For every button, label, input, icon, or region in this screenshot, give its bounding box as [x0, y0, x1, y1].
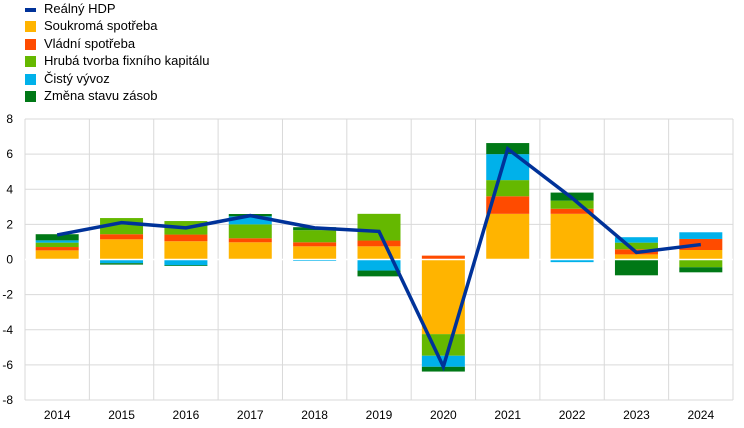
bar-segment-2019-1 — [357, 240, 401, 247]
y-tick-label: 0 — [6, 253, 13, 267]
x-tick-label: 2022 — [559, 408, 586, 422]
y-tick-label: -6 — [2, 358, 13, 372]
x-tick-label: 2021 — [494, 408, 521, 422]
x-tick-label: 2019 — [366, 408, 393, 422]
legend-label-gfcf: Hrubá tvorba fixního kapitálu — [44, 53, 210, 68]
bar-segment-2024-4 — [679, 267, 723, 273]
legend-swatch-net-exports — [25, 74, 36, 85]
x-tick-label: 2015 — [108, 408, 135, 422]
bar-segment-2023-0 — [614, 254, 658, 260]
bar-segment-2019-0 — [357, 246, 401, 260]
bar-segment-2015-4 — [100, 263, 144, 265]
y-tick-label: 2 — [6, 217, 13, 231]
y-tick-label: -2 — [2, 288, 13, 302]
bar-segment-2024-2 — [679, 259, 723, 268]
bar-segment-2020-2 — [421, 334, 465, 356]
bar-segment-2016-1 — [164, 234, 208, 242]
legend-label-private-consumption: Soukromá spotřeba — [44, 18, 158, 33]
bar-segment-2017-2 — [228, 224, 272, 239]
y-tick-label: -8 — [2, 393, 13, 407]
x-tick-label: 2020 — [430, 408, 457, 422]
x-tick-label: 2017 — [237, 408, 264, 422]
x-tick-label: 2016 — [173, 408, 200, 422]
bar-segment-2016-4 — [164, 265, 208, 266]
bar-segment-2023-3 — [614, 237, 658, 243]
x-tick-label: 2018 — [301, 408, 328, 422]
x-tick-label: 2014 — [44, 408, 71, 422]
legend-label-inventories: Změna stavu zásob — [44, 88, 158, 103]
bar-segment-2022-0 — [550, 213, 594, 260]
bar-segment-2015-1 — [100, 234, 144, 240]
bar-segment-2019-2 — [357, 213, 401, 241]
y-tick-label: 4 — [6, 182, 13, 196]
bar-segment-2024-0 — [679, 250, 723, 260]
x-tick-label: 2023 — [623, 408, 650, 422]
bar-segment-2023-2 — [614, 242, 658, 250]
bar-segment-2018-2 — [293, 230, 337, 243]
legend-swatch-private-consumption — [25, 21, 36, 32]
y-tick-label: 6 — [6, 147, 13, 161]
bar-segment-2019-4 — [357, 270, 401, 277]
bar-segment-2023-4 — [614, 259, 658, 276]
bar-segment-2018-0 — [293, 246, 337, 260]
bar-segment-2021-0 — [486, 213, 530, 260]
legend-swatch-inventories — [25, 91, 36, 102]
bar-segment-2021-3 — [486, 154, 530, 181]
bar-segment-2022-1 — [550, 208, 594, 214]
legend-swatch-government-consumption — [25, 39, 36, 50]
bar-segment-2020-0 — [421, 259, 465, 335]
bar-segment-2024-3 — [679, 232, 723, 239]
bar-segment-2014-2 — [35, 242, 79, 248]
bar-segment-2022-2 — [550, 200, 594, 209]
bar-segment-2018-1 — [293, 242, 337, 247]
legend-label-gdp: Reálný HDP — [44, 1, 116, 16]
y-tick-label: 8 — [6, 112, 13, 126]
bar-segment-2017-1 — [228, 238, 272, 243]
bar-segment-2021-1 — [486, 196, 530, 214]
x-tick-label: 2024 — [687, 408, 714, 422]
bar-segment-2016-0 — [164, 241, 208, 260]
bar-segment-2014-0 — [35, 250, 79, 260]
bar-segment-2020-1 — [421, 255, 465, 260]
bar-segment-2019-3 — [357, 259, 401, 271]
bar-segment-2014-4 — [35, 234, 79, 241]
legend-swatch-gfcf — [25, 56, 36, 67]
y-tick-label: -4 — [2, 323, 13, 337]
bar-segment-2016-3 — [164, 259, 208, 266]
bar-segment-2014-1 — [35, 247, 79, 251]
legend-label-net-exports: Čistý vývoz — [44, 71, 110, 86]
bar-segment-2015-3 — [100, 259, 144, 264]
bar-segment-2017-3 — [228, 216, 272, 225]
bar-segment-2022-3 — [550, 259, 594, 263]
bar-segment-2014-3 — [35, 240, 79, 243]
legend-swatch-gdp — [25, 8, 36, 12]
bar-segment-2017-0 — [228, 242, 272, 260]
bar-segment-2015-0 — [100, 239, 144, 260]
legend-label-government-consumption: Vládní spotřeba — [44, 36, 136, 51]
